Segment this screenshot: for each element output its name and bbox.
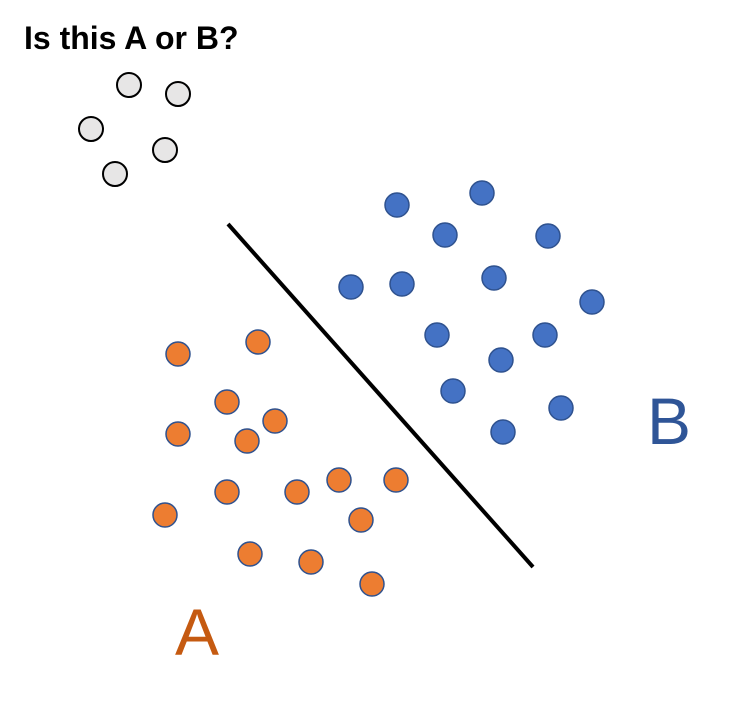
unknown-points [78,72,191,187]
class-b-point [432,222,458,248]
class-a-point [262,408,288,434]
class-a-point [152,502,178,528]
unknown-point [116,72,142,98]
class-a-point [214,479,240,505]
page-title: Is this A or B? [24,20,239,56]
class-b-points [338,180,605,445]
class-a-point [165,341,191,367]
class-a-point [245,329,271,355]
class-b-point [469,180,495,206]
class-b-point [535,223,561,249]
class-b-point [548,395,574,421]
class-b-point [579,289,605,315]
class-a-label: A [175,595,219,669]
class-a-point [326,467,352,493]
class-b-point [389,271,415,297]
unknown-point [165,81,191,107]
class-a-points [152,329,409,597]
class-b-label: B [647,384,691,458]
decision-boundary-line [226,222,535,569]
class-a-point [348,507,374,533]
class-a-point [214,389,240,415]
class-b-point [440,378,466,404]
class-a-point [284,479,310,505]
class-a-point [298,549,324,575]
class-b-point [488,347,514,373]
class-b-point [481,265,507,291]
unknown-point [152,137,178,163]
class-b-point [532,322,558,348]
class-b-point [424,322,450,348]
class-b-point [338,274,364,300]
class-a-point [237,541,263,567]
class-a-point [165,421,191,447]
class-b-point [490,419,516,445]
class-a-point [234,428,260,454]
class-a-point [359,571,385,597]
unknown-point [78,116,104,142]
class-b-point [384,192,410,218]
unknown-point [102,161,128,187]
class-a-point [383,467,409,493]
